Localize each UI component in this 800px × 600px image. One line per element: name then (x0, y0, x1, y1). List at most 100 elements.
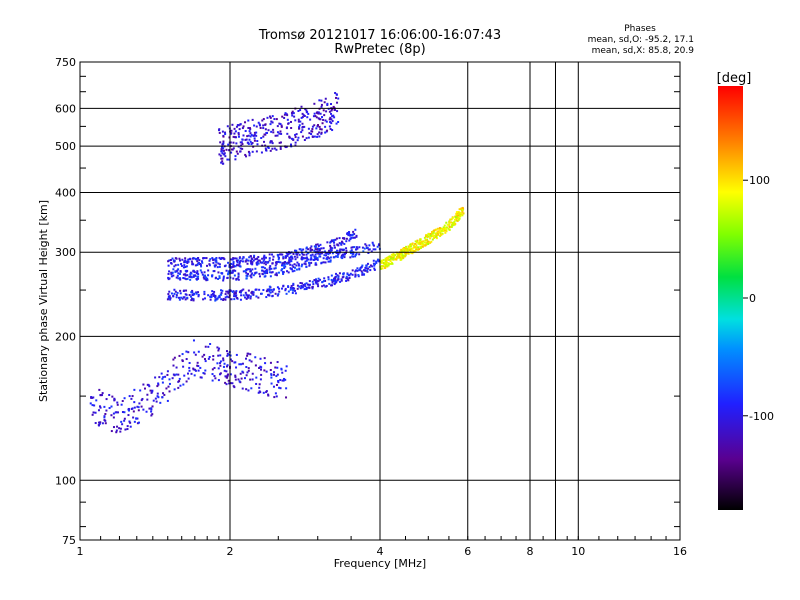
scatter-point (280, 367, 283, 370)
scatter-point (323, 101, 326, 104)
scatter-point (254, 271, 257, 274)
scatter-point (284, 265, 287, 268)
scatter-point (239, 265, 242, 268)
scatter-point (329, 259, 332, 262)
scatter-point (190, 372, 193, 375)
scatter-point (121, 411, 124, 414)
scatter-point (276, 125, 279, 128)
scatter-point (285, 387, 288, 390)
scatter-point (333, 244, 336, 247)
scatter-point (268, 288, 271, 291)
scatter-point (207, 269, 210, 272)
scatter-point (148, 407, 151, 410)
scatter-point (429, 234, 432, 237)
scatter-point (272, 131, 275, 134)
scatter-point (278, 290, 281, 293)
scatter-point (340, 256, 343, 259)
scatter-point (367, 267, 370, 270)
scatter-point (264, 144, 267, 147)
scatter-point (426, 234, 429, 237)
scatter-point (221, 160, 224, 163)
scatter-point (334, 91, 337, 94)
scatter-point (244, 270, 247, 273)
scatter-point (232, 257, 235, 260)
scatter-point (95, 399, 98, 402)
scatter-point (177, 272, 180, 275)
scatter-point (232, 265, 235, 268)
scatter-point (232, 261, 235, 264)
scatter-point (455, 216, 458, 219)
scatter-point (297, 251, 300, 254)
scatter-point (357, 275, 360, 278)
scatter-point (173, 260, 176, 263)
scatter-point (351, 269, 354, 272)
scatter-point (261, 257, 264, 260)
scatter-point (265, 131, 268, 134)
scatter-point (285, 396, 288, 399)
scatter-point (98, 405, 101, 408)
scatter-point (91, 404, 94, 407)
scatter-point (451, 222, 454, 225)
scatter-point (383, 266, 386, 269)
scatter-point (333, 108, 336, 111)
scatter-point (270, 376, 273, 379)
scatter-point (173, 265, 176, 268)
scatter-point (432, 234, 435, 237)
scatter-point (225, 290, 228, 293)
scatter-point (251, 150, 254, 153)
scatter-point (383, 263, 386, 266)
scatter-point (331, 239, 334, 242)
scatter-point (183, 289, 186, 292)
scatter-point (198, 259, 201, 262)
scatter-point (264, 270, 267, 273)
scatter-point (301, 122, 304, 125)
scatter-point (403, 249, 406, 252)
scatter-point (425, 241, 428, 244)
scatter-point (277, 293, 280, 296)
scatter-point (298, 253, 301, 256)
scatter-point (280, 125, 283, 128)
scatter-point (160, 372, 163, 375)
scatter-point (204, 345, 207, 348)
scatter-point (277, 381, 280, 384)
scatter-point (255, 125, 258, 128)
scatter-point (343, 243, 346, 246)
scatter-point (262, 260, 265, 263)
scatter-point (230, 298, 233, 301)
scatter-point (235, 150, 238, 153)
scatter-point (197, 350, 200, 353)
scatter-point (361, 271, 364, 274)
scatter-point (337, 275, 340, 278)
scatter-point (329, 250, 332, 253)
scatter-point (274, 292, 277, 295)
scatter-point (273, 396, 276, 399)
scatter-point (288, 260, 291, 263)
scatter-point (443, 224, 446, 227)
scatter-point (460, 213, 463, 216)
scatter-point (222, 279, 225, 282)
scatter-point (281, 253, 284, 256)
scatter-point (278, 287, 281, 290)
x-axis-label: Frequency [MHz] (334, 557, 426, 570)
scatter-point (242, 288, 245, 291)
scatter-point (314, 115, 317, 118)
scatter-point (233, 298, 236, 301)
scatter-point (279, 130, 282, 133)
scatter-point (214, 377, 217, 380)
scatter-point (310, 261, 313, 264)
scatter-point (286, 270, 289, 273)
scatter-point (298, 267, 301, 270)
scatter-point (389, 262, 392, 265)
scatter-point (292, 282, 295, 285)
scatter-point (247, 289, 250, 292)
scatter-point (121, 423, 124, 426)
scatter-point (335, 122, 338, 125)
scatter-point (402, 248, 405, 251)
scatter-point (294, 258, 297, 261)
scatter-point (221, 289, 224, 292)
scatter-point (427, 235, 430, 238)
scatter-point (313, 255, 316, 258)
scatter-point (291, 291, 294, 294)
scatter-point (417, 248, 420, 251)
scatter-point (382, 265, 385, 268)
